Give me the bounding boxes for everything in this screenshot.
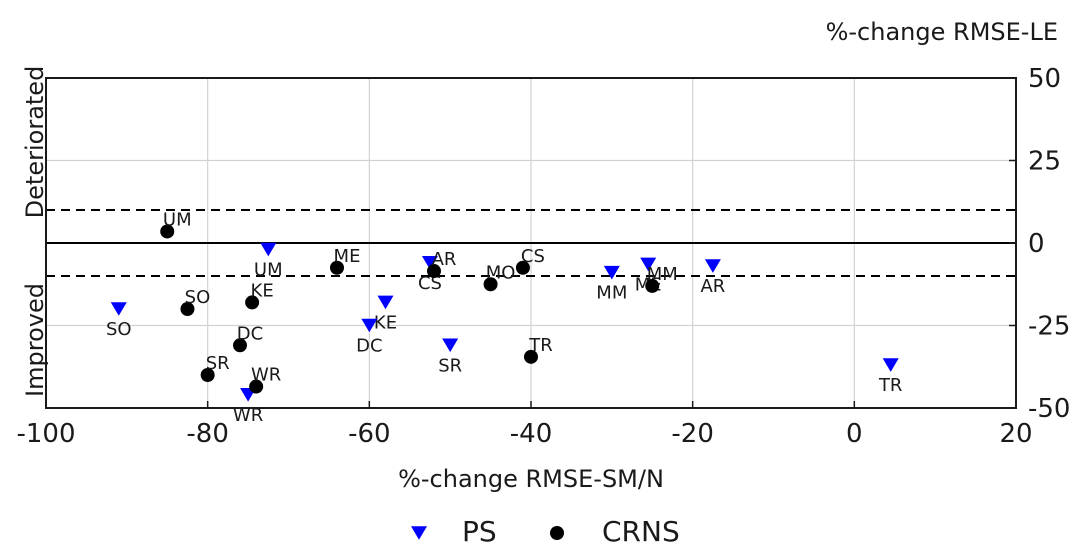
crns-point xyxy=(200,368,215,382)
legend-ps-label: PS xyxy=(462,515,497,548)
y-tick-label: -25 xyxy=(1028,312,1070,342)
crns-point-label: TR xyxy=(528,335,553,356)
side-label-improved: Improved xyxy=(21,283,49,397)
data-points: SOUMWRKEDCCSSRMMMEARTRUMSOKEDCSRWRMEARMO… xyxy=(106,209,903,425)
x-tick-label: -60 xyxy=(348,419,390,449)
crns-point xyxy=(645,278,660,293)
x-tick-label: -80 xyxy=(186,419,228,449)
crns-point-label: SO xyxy=(185,287,211,308)
x-tick-label: -20 xyxy=(671,419,713,449)
x-tick-label: -100 xyxy=(16,419,75,449)
crns-point xyxy=(160,224,175,239)
y-tick-label: 0 xyxy=(1028,229,1045,259)
crns-point xyxy=(524,349,538,364)
ps-point-label: CS xyxy=(418,273,442,294)
x-axis-title: %-change RMSE-SM/N xyxy=(398,465,664,493)
ps-point xyxy=(377,295,394,310)
ps-point-label: SR xyxy=(438,355,462,376)
crns-point-label: ME xyxy=(334,246,361,267)
y-tick-label: -50 xyxy=(1028,394,1070,424)
ps-point xyxy=(442,338,459,353)
crns-point-label: WR xyxy=(251,365,281,386)
ps-point-label: UM xyxy=(254,260,283,281)
crns-point xyxy=(245,295,260,310)
ps-point xyxy=(882,358,899,372)
ps-point xyxy=(361,318,378,333)
x-tick-label: -40 xyxy=(510,419,552,449)
side-label-deteriorated: Deteriorated xyxy=(21,66,49,219)
crns-point xyxy=(233,338,247,353)
ps-point-label: SO xyxy=(106,319,132,340)
reference-lines xyxy=(46,209,1016,277)
legend-crns-label: CRNS xyxy=(602,515,680,548)
legend: PS CRNS xyxy=(411,515,680,548)
crns-point xyxy=(515,260,530,275)
crns-point xyxy=(249,379,264,394)
legend-crns-marker xyxy=(550,526,564,540)
y-tick-label: 50 xyxy=(1028,64,1061,94)
ps-point-label: TR xyxy=(878,375,903,396)
crns-point-label: DC xyxy=(237,323,263,344)
ps-point-label: AR xyxy=(700,276,725,297)
ps-point xyxy=(421,256,438,270)
x-tick-label: 0 xyxy=(846,419,863,449)
crns-point-label: KE xyxy=(251,280,274,301)
x-tick-label: 20 xyxy=(999,419,1032,449)
y-tick-label: 25 xyxy=(1028,147,1061,177)
ps-point-label: MM xyxy=(596,283,627,304)
ps-point-label: DC xyxy=(356,336,382,357)
crns-point xyxy=(330,260,344,275)
ps-point-label: KE xyxy=(374,312,397,333)
crns-point xyxy=(483,277,498,292)
ps-point-label: WR xyxy=(233,405,263,426)
crns-point-label: MO xyxy=(486,262,516,283)
tick-labels: -100 -80 -60 -40 -20 0 20 50 25 0 -25 -50 xyxy=(16,64,1070,449)
ps-point xyxy=(260,242,277,257)
crns-point xyxy=(427,264,441,279)
y-axis-title: %-change RMSE-LE xyxy=(826,18,1058,46)
crns-point-label: MM xyxy=(647,264,678,285)
ps-point xyxy=(640,257,657,272)
crns-point xyxy=(180,302,195,316)
ps-point xyxy=(110,302,127,316)
crns-point-label: CS xyxy=(521,246,545,267)
ps-point xyxy=(704,259,721,273)
legend-ps-marker xyxy=(411,526,427,540)
crns-point-label: AR xyxy=(432,249,457,270)
crns-point-label: UM xyxy=(163,209,192,230)
ps-point xyxy=(603,265,620,280)
crns-point-label: SR xyxy=(206,353,230,374)
